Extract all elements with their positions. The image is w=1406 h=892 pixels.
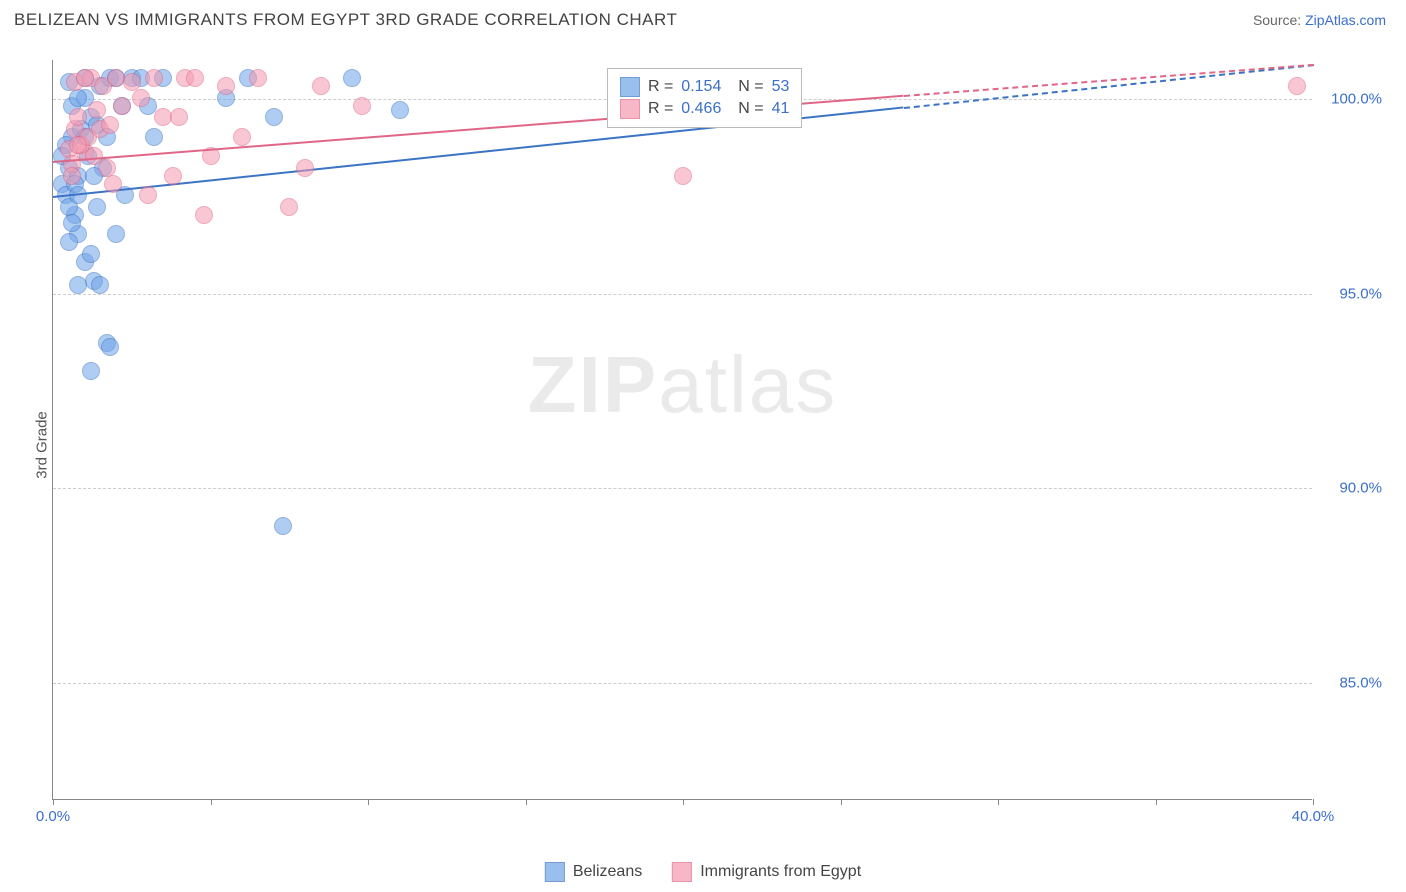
data-point [312, 77, 330, 95]
x-tick [998, 799, 999, 805]
data-point [69, 89, 87, 107]
data-point [113, 97, 131, 115]
data-point [132, 89, 150, 107]
gridline-h [53, 488, 1312, 489]
legend-r-value: 0.466 [681, 100, 721, 118]
data-point [280, 198, 298, 216]
data-point [233, 128, 251, 146]
correlation-legend: R = 0.154 N = 53R = 0.466 N = 41 [607, 68, 802, 128]
y-axis-label: 3rd Grade [33, 411, 50, 479]
legend-n-label: N = [729, 100, 763, 118]
gridline-h [53, 294, 1312, 295]
header: BELIZEAN VS IMMIGRANTS FROM EGYPT 3RD GR… [0, 0, 1406, 30]
data-point [1288, 77, 1306, 95]
legend-row: R = 0.154 N = 53 [620, 77, 789, 97]
legend-r-label: R = [648, 100, 673, 118]
data-point [145, 128, 163, 146]
legend-item: Belizeans [545, 862, 642, 882]
data-point [265, 108, 283, 126]
legend-swatch [620, 77, 640, 97]
data-point [82, 245, 100, 263]
data-point [76, 69, 94, 87]
legend-row: R = 0.466 N = 41 [620, 99, 789, 119]
legend-n-value: 53 [772, 78, 790, 96]
legend-label: Belizeans [573, 863, 642, 881]
data-point [69, 108, 87, 126]
trend-line-dashed [903, 64, 1313, 97]
data-point [217, 77, 235, 95]
data-point [353, 97, 371, 115]
legend-swatch [545, 862, 565, 882]
y-tick-label: 85.0% [1322, 675, 1382, 692]
data-point [274, 517, 292, 535]
legend-label: Immigrants from Egypt [700, 863, 861, 881]
gridline-h [53, 683, 1312, 684]
y-tick-label: 90.0% [1322, 480, 1382, 497]
data-point [63, 167, 81, 185]
data-point [88, 198, 106, 216]
data-point [69, 276, 87, 294]
source-link[interactable]: ZipAtlas.com [1305, 12, 1386, 28]
source-attribution: Source: ZipAtlas.com [1253, 12, 1386, 28]
x-tick [368, 799, 369, 805]
x-tick [53, 799, 54, 805]
data-point [391, 101, 409, 119]
data-point [674, 167, 692, 185]
source-label: Source: [1253, 12, 1301, 28]
x-tick [526, 799, 527, 805]
x-tick-label: 40.0% [1292, 808, 1335, 825]
data-point [101, 338, 119, 356]
data-point [170, 108, 188, 126]
legend-item: Immigrants from Egypt [672, 862, 861, 882]
legend-r-value: 0.154 [681, 78, 721, 96]
x-tick [841, 799, 842, 805]
x-tick [1156, 799, 1157, 805]
data-point [91, 276, 109, 294]
chart-title: BELIZEAN VS IMMIGRANTS FROM EGYPT 3RD GR… [14, 10, 677, 30]
data-point [164, 167, 182, 185]
data-point [139, 186, 157, 204]
data-point [249, 69, 267, 87]
x-tick [683, 799, 684, 805]
trend-line-dashed [903, 64, 1313, 109]
y-tick-label: 95.0% [1322, 285, 1382, 302]
watermark-bold: ZIP [528, 340, 658, 429]
x-tick-label: 0.0% [36, 808, 70, 825]
watermark-light: atlas [658, 340, 837, 429]
data-point [296, 159, 314, 177]
data-point [69, 136, 87, 154]
data-point [195, 206, 213, 224]
y-tick-label: 100.0% [1322, 90, 1382, 107]
data-point [60, 233, 78, 251]
legend-r-label: R = [648, 78, 673, 96]
legend-swatch [672, 862, 692, 882]
data-point [63, 214, 81, 232]
legend-n-value: 41 [772, 100, 790, 118]
data-point [88, 101, 106, 119]
data-point [82, 362, 100, 380]
data-point [186, 69, 204, 87]
bottom-legend: Belizeans Immigrants from Egypt [545, 862, 861, 882]
legend-swatch [620, 99, 640, 119]
data-point [101, 116, 119, 134]
plot-region: ZIPatlas 85.0%90.0%95.0%100.0%0.0%40.0%R… [52, 60, 1312, 800]
data-point [107, 225, 125, 243]
chart-area: 3rd Grade ZIPatlas 85.0%90.0%95.0%100.0%… [14, 50, 1392, 840]
data-point [145, 69, 163, 87]
watermark: ZIPatlas [528, 339, 837, 431]
data-point [104, 175, 122, 193]
x-tick [1313, 799, 1314, 805]
data-point [343, 69, 361, 87]
x-tick [211, 799, 212, 805]
legend-n-label: N = [729, 78, 763, 96]
